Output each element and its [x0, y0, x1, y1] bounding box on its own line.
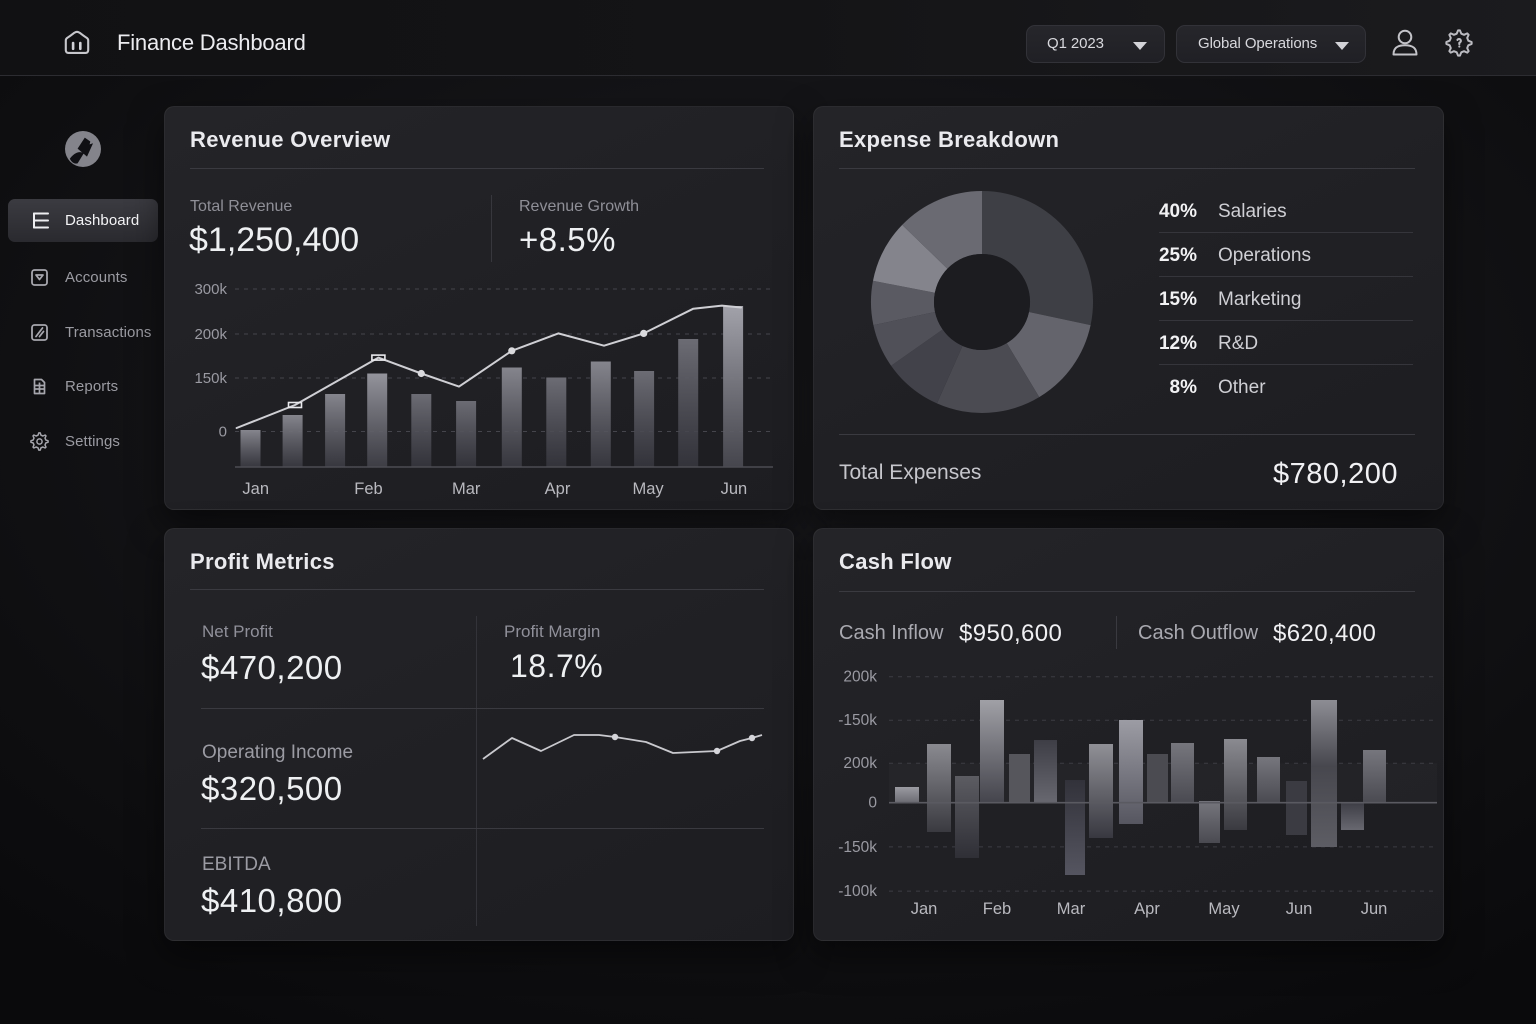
svg-text:200k: 200k — [843, 755, 877, 772]
svg-text:Jun: Jun — [1361, 900, 1388, 918]
svg-text:200k: 200k — [843, 669, 877, 686]
svg-text:150k: 150k — [194, 370, 227, 387]
svg-text:Jun: Jun — [1286, 900, 1313, 918]
svg-text:Mar: Mar — [452, 480, 481, 498]
svg-text:Feb: Feb — [983, 900, 1011, 918]
svg-text:-100k: -100k — [838, 883, 877, 900]
svg-text:-150k: -150k — [838, 839, 877, 856]
svg-text:Jun: Jun — [721, 480, 748, 498]
svg-text:Feb: Feb — [354, 480, 382, 498]
svg-text:0: 0 — [219, 424, 227, 441]
svg-text:Mar: Mar — [1057, 900, 1086, 918]
svg-text:300k: 300k — [194, 281, 227, 298]
svg-text:May: May — [633, 480, 665, 498]
svg-text:Apr: Apr — [1134, 900, 1160, 918]
svg-text:May: May — [1208, 900, 1240, 918]
svg-text:Jan: Jan — [911, 900, 938, 918]
svg-text:0: 0 — [868, 795, 877, 812]
svg-text:Apr: Apr — [545, 480, 571, 498]
svg-text:Jan: Jan — [242, 480, 269, 498]
svg-text:-150k: -150k — [838, 712, 877, 729]
svg-text:200k: 200k — [194, 326, 227, 343]
